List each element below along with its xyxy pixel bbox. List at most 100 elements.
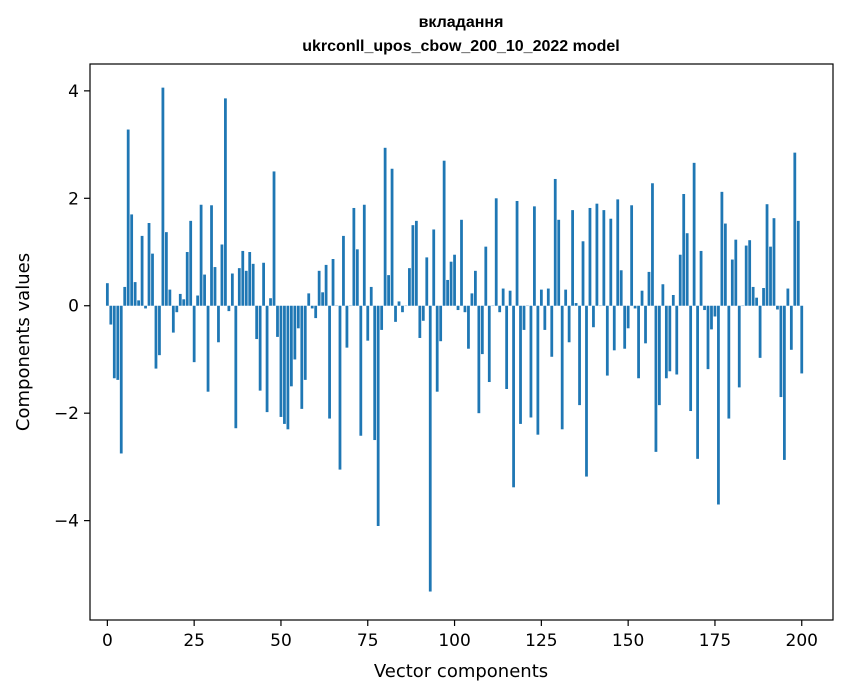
- bar: [151, 253, 154, 306]
- bar: [224, 98, 227, 306]
- bars-group: [105, 87, 804, 592]
- bar: [616, 199, 620, 306]
- bar: [345, 305, 349, 348]
- bar: [383, 147, 387, 306]
- bar: [783, 305, 786, 460]
- bar: [324, 264, 328, 306]
- bar: [116, 305, 120, 380]
- bar: [203, 274, 206, 306]
- bar: [567, 305, 571, 343]
- bar: [605, 305, 609, 376]
- bar: [105, 283, 109, 306]
- bar: [494, 198, 498, 306]
- bar: [237, 268, 241, 306]
- bar: [585, 305, 588, 477]
- bar: [331, 259, 335, 306]
- bar: [699, 250, 703, 306]
- x-tick-label: 125: [525, 631, 557, 651]
- x-tick-label: 25: [183, 631, 205, 651]
- bar: [460, 219, 463, 306]
- bar: [692, 162, 696, 306]
- bar: [248, 252, 252, 306]
- bar: [269, 298, 272, 306]
- bar: [421, 305, 425, 321]
- bar: [161, 87, 165, 306]
- bar: [140, 235, 144, 306]
- bar: [578, 305, 581, 406]
- bar: [519, 305, 522, 424]
- bar: [737, 305, 741, 388]
- bar: [196, 295, 200, 306]
- bar: [571, 210, 574, 306]
- bar: [199, 204, 203, 306]
- bar: [390, 168, 394, 306]
- bar: [619, 270, 623, 306]
- bar: [484, 246, 488, 306]
- bar: [560, 305, 564, 430]
- bar: [720, 191, 724, 306]
- x-tick-label: 50: [270, 631, 292, 651]
- bar: [758, 305, 762, 358]
- bar: [210, 205, 213, 306]
- bar: [713, 305, 717, 317]
- bar: [671, 295, 675, 306]
- bar: [533, 206, 536, 306]
- bar: [109, 305, 113, 325]
- bar: [230, 273, 234, 306]
- bar: [289, 305, 293, 387]
- bar: [581, 241, 585, 306]
- bar: [664, 305, 668, 379]
- bar: [251, 263, 255, 306]
- bar: [800, 305, 804, 374]
- bar: [630, 205, 634, 306]
- bar: [515, 200, 519, 306]
- bar: [637, 305, 640, 379]
- bar: [164, 232, 168, 306]
- bar: [734, 239, 738, 306]
- bar: [789, 305, 793, 350]
- bar: [449, 261, 453, 306]
- bar: [300, 305, 304, 409]
- bar: [498, 305, 502, 313]
- bar: [793, 152, 797, 306]
- bar: [185, 252, 189, 306]
- bar: [727, 305, 731, 419]
- bar: [314, 305, 318, 319]
- bar: [321, 292, 325, 306]
- bar: [456, 305, 460, 311]
- bar: [765, 204, 769, 306]
- bar: [730, 259, 734, 306]
- bar: [602, 210, 606, 306]
- chart-title: вкладання: [419, 14, 504, 31]
- bar: [755, 297, 759, 306]
- bar: [262, 262, 265, 306]
- x-tick-label: 150: [612, 631, 644, 651]
- bar: [279, 305, 283, 417]
- x-tick-label: 200: [786, 631, 818, 651]
- x-tick-label: 75: [357, 631, 379, 651]
- bar: [126, 129, 130, 306]
- bar: [414, 220, 418, 306]
- y-tick-label: 0: [68, 297, 79, 317]
- bar: [432, 229, 436, 306]
- x-axis-ticks: 0 25 50 75 100 125 150 175 200: [102, 620, 818, 651]
- bar: [206, 305, 210, 392]
- bar: [428, 305, 432, 592]
- bar: [574, 303, 578, 306]
- bar: [418, 305, 422, 338]
- bar: [696, 305, 699, 459]
- bar: [408, 268, 411, 306]
- bar: [626, 305, 630, 329]
- y-axis-label: Components values: [13, 253, 34, 431]
- bar: [293, 305, 297, 360]
- bar: [689, 305, 693, 412]
- bar: [474, 270, 477, 306]
- bar: [748, 240, 752, 306]
- bar: [244, 270, 248, 306]
- bar: [772, 218, 776, 306]
- bar: [362, 204, 366, 306]
- bar: [543, 305, 547, 330]
- x-tick-label: 0: [102, 631, 113, 651]
- bar: [265, 305, 269, 413]
- bar: [536, 305, 540, 435]
